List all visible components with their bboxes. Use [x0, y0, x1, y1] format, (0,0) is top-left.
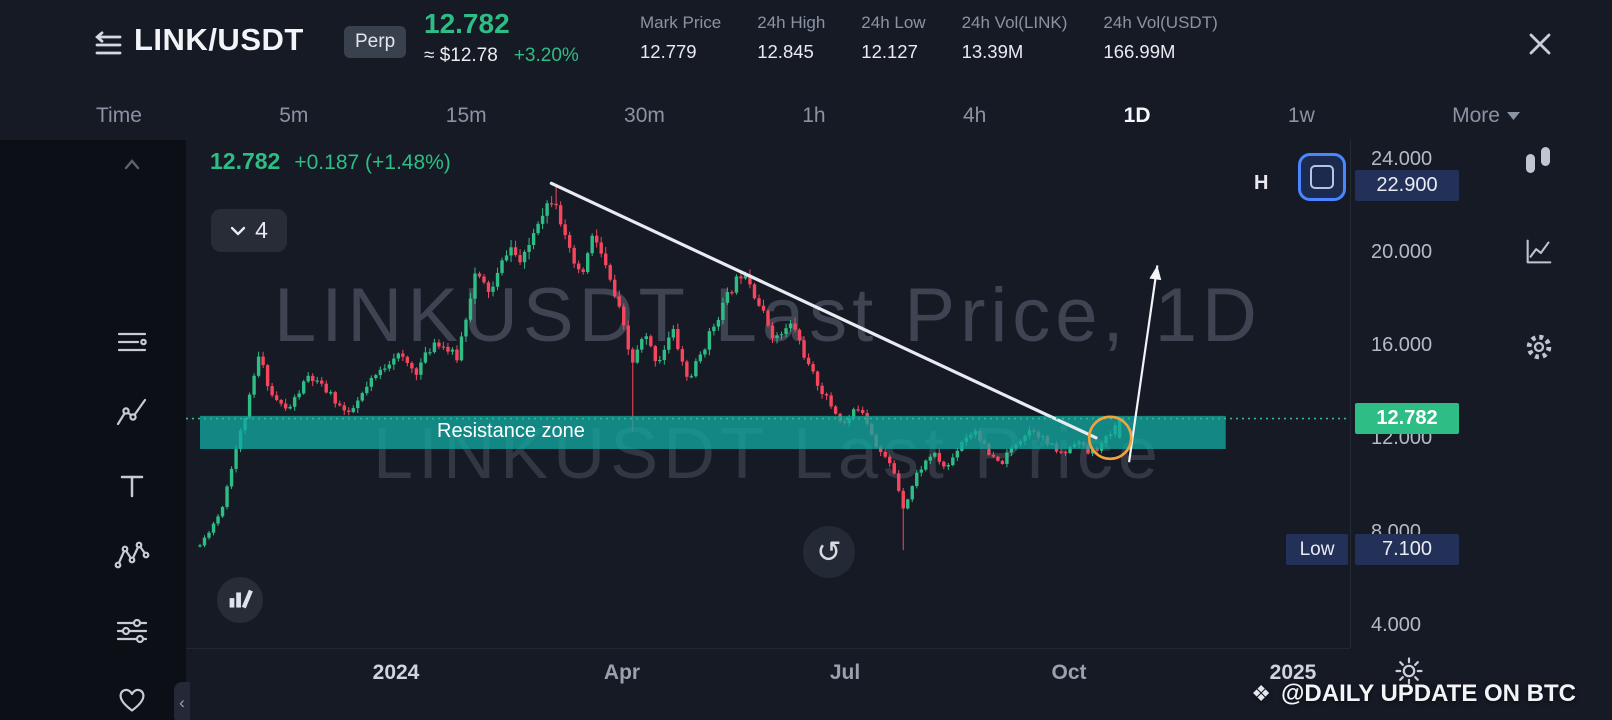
tool-text[interactable]: [110, 464, 154, 508]
stat-24h-vol-link: 24h Vol(LINK) 13.39M: [961, 13, 1068, 62]
price-axis[interactable]: 24.000 20.000 16.000 12.000 8.000 4.000 …: [1350, 140, 1490, 648]
tradingview-logo[interactable]: [217, 577, 263, 623]
header-last-price: 12.782: [424, 8, 510, 39]
price-block: 12.782 ≈ $12.78 +3.20%: [424, 8, 579, 67]
close-button[interactable]: [1518, 22, 1562, 66]
indicator-panel-button[interactable]: [1516, 137, 1562, 183]
change-24h: +3.20%: [513, 45, 579, 66]
tool-favorites[interactable]: [110, 678, 154, 720]
stat-24h-vol-usdt: 24h Vol(USDT) 166.99M: [1103, 13, 1218, 62]
line-tools-icon: [117, 332, 147, 352]
high-price-badge: 22.900: [1355, 170, 1459, 201]
candlestick-canvas[interactable]: [186, 140, 1350, 648]
bars-icon: [1526, 147, 1550, 173]
tool-fib-sliders[interactable]: [110, 609, 154, 653]
trendline-icon: [116, 398, 147, 426]
tool-trendline[interactable]: [110, 390, 154, 434]
y-axis-label: 4.000: [1371, 614, 1422, 636]
tab-1w[interactable]: 1w: [1287, 104, 1315, 127]
low-marker-label: Low: [1286, 534, 1348, 565]
market-type-badge: Perp: [344, 26, 407, 58]
chevron-down-icon: [230, 226, 246, 235]
tab-5m[interactable]: 5m: [279, 104, 309, 127]
toolbar-scroll-up[interactable]: [110, 142, 154, 186]
tool-lines[interactable]: [110, 320, 154, 364]
close-icon: [1529, 33, 1551, 55]
tab-15m[interactable]: 15m: [445, 104, 487, 127]
chevron-up-icon: [124, 159, 140, 170]
text-tool-icon: [120, 475, 144, 498]
tool-pattern[interactable]: [110, 534, 154, 578]
tab-1h[interactable]: 1h: [802, 104, 826, 127]
low-price-badge: 7.100: [1355, 534, 1459, 565]
menu-icon: [95, 31, 122, 55]
xabcd-pattern-icon: [114, 541, 150, 569]
chart-style-button[interactable]: [1516, 229, 1562, 275]
market-stats: Mark Price 12.779 24h High 12.845 24h Lo…: [640, 13, 1218, 63]
settings-button[interactable]: [1516, 324, 1562, 370]
collapse-toolbar-handle[interactable]: ‹: [174, 682, 190, 720]
tradingview-icon: [229, 589, 253, 609]
drawing-toolbar: ‹: [0, 140, 190, 720]
screenshot-button[interactable]: [1298, 153, 1346, 201]
tab-more[interactable]: More: [1452, 104, 1520, 128]
tab-1d[interactable]: 1D: [1123, 104, 1151, 127]
line-chart-icon: [1526, 239, 1552, 264]
header-bar: LINK/USDT Perp 12.782 ≈ $12.78 +3.20% Mar…: [0, 0, 1612, 92]
stat-24h-low: 24h Low 12.127: [861, 13, 926, 62]
chart-price-readout: 12.782 +0.187 (+1.48%): [210, 148, 451, 175]
gear-icon: [1526, 334, 1552, 360]
sun-icon: [1395, 657, 1423, 685]
stat-mark-price: Mark Price 12.779: [640, 13, 722, 62]
caret-down-icon: [1506, 112, 1520, 120]
y-axis-label: 16.000: [1371, 334, 1433, 356]
reload-chart-button[interactable]: ↺: [803, 526, 855, 578]
x-axis-label: 2025: [1269, 661, 1317, 684]
drawings-count-dropdown[interactable]: 4: [211, 209, 287, 252]
tab-time[interactable]: Time: [96, 104, 142, 127]
x-axis-label: 2024: [372, 661, 420, 684]
x-axis-label: Jul: [829, 661, 861, 684]
x-axis-label: Oct: [1051, 661, 1087, 684]
y-axis-label: 24.000: [1371, 148, 1433, 170]
chart-area[interactable]: LINKUSDT Last Price, 1D LINKUSDT Last Pr…: [186, 140, 1350, 648]
heart-icon: [119, 688, 145, 712]
tab-4h[interactable]: 4h: [962, 104, 987, 127]
chart-last-price: 12.782: [210, 148, 281, 174]
y-axis-label: 20.000: [1371, 241, 1433, 263]
x-axis-label: Apr: [603, 661, 641, 684]
menu-button[interactable]: [86, 24, 128, 66]
last-price-badge: 12.782: [1355, 403, 1459, 434]
sliders-icon: [116, 618, 148, 644]
tab-30m[interactable]: 30m: [624, 104, 665, 127]
chart-price-change: +0.187 (+1.48%): [294, 151, 451, 174]
screenshot-icon: [1310, 165, 1334, 189]
fiat-price: ≈ $12.78: [424, 45, 498, 66]
timeframe-bar: Time 5m 15m 30m 1h 4h 1D 1w More: [0, 92, 1612, 140]
brightness-toggle[interactable]: [1386, 648, 1432, 694]
symbol-title[interactable]: LINK/USDT: [134, 22, 304, 57]
stat-24h-high: 24h High 12.845: [757, 13, 826, 62]
time-axis[interactable]: 2024 Apr Jul Oct 2025: [186, 648, 1350, 720]
